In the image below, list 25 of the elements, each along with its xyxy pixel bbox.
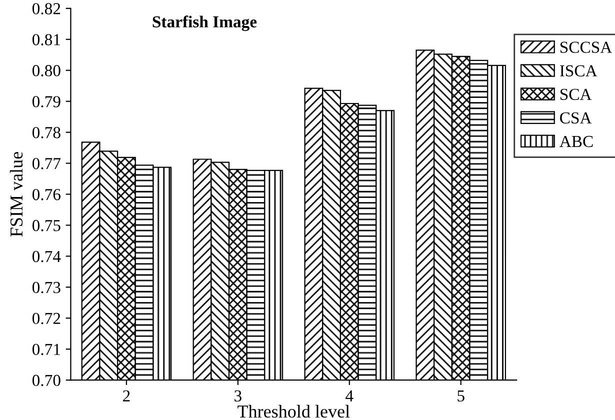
y-tick-label: 0.75 [32, 220, 60, 232]
chart-title: Starfish Image [152, 16, 257, 31]
x-tick-label: 4 [346, 390, 354, 402]
x-tick-label: 3 [234, 390, 242, 402]
legend-label: ISCA [560, 65, 598, 76]
x-axis-title: Threshold level [238, 404, 350, 418]
y-tick-label: 0.78 [32, 127, 60, 138]
legend-label: ABC [560, 136, 593, 148]
y-tick-label: 0.79 [32, 96, 60, 108]
y-tick-label: 0.72 [32, 312, 60, 324]
legend-label: CSA [560, 112, 592, 124]
y-tick-label: 0.81 [32, 34, 60, 46]
legend-label: SCCSA [560, 42, 612, 53]
legend-label: SCA [560, 88, 592, 100]
y-tick-label: 0.70 [32, 374, 60, 386]
y-tick-label: 0.77 [32, 158, 61, 170]
y-tick-label: 0.74 [32, 250, 61, 262]
y-tick-label: 0.71 [32, 344, 60, 356]
y-tick-label: 0.73 [32, 282, 60, 294]
y-axis-title: FSIM value [10, 152, 23, 237]
x-tick-label: 2 [123, 390, 130, 402]
y-tick-label: 0.76 [32, 188, 61, 200]
x-tick-label: 5 [458, 390, 464, 402]
y-tick-label: 0.80 [32, 65, 60, 76]
y-tick-label: 0.82 [32, 3, 60, 14]
